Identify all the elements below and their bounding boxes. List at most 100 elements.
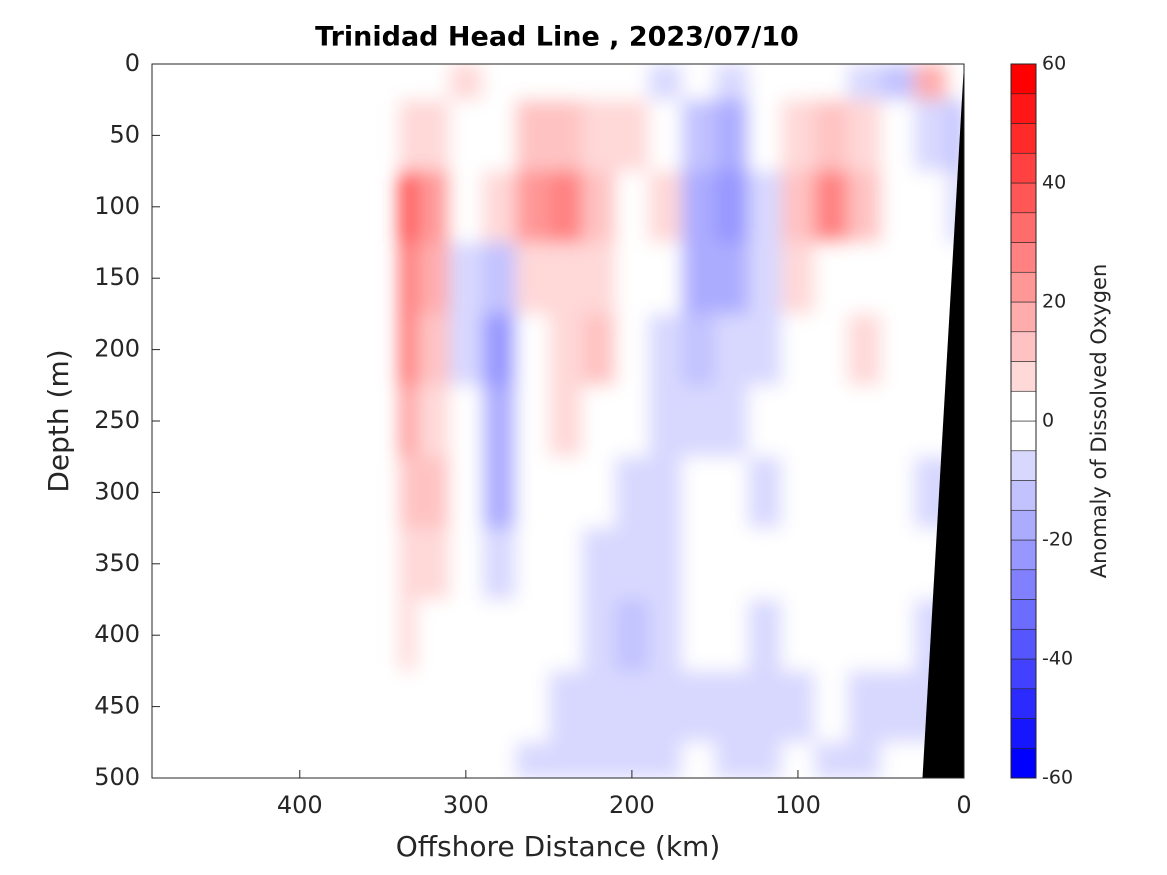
contour-cell [814, 171, 849, 243]
contour-cell [748, 385, 782, 458]
colorbar-tick-label: -40 [1042, 648, 1073, 670]
contour-cell [449, 670, 483, 743]
contour-cell [781, 242, 816, 315]
y-tick-label: 150 [94, 263, 140, 291]
colorbar-band [1010, 718, 1037, 749]
contour-cell [482, 313, 517, 386]
contour-cell [748, 313, 782, 386]
contour-cell [814, 670, 849, 743]
contour-cell [548, 242, 583, 315]
contour-cell [482, 242, 517, 315]
contour-cell [781, 599, 816, 672]
contour-cell [615, 385, 649, 458]
contour-cell [515, 99, 550, 172]
contour-cell [615, 99, 649, 172]
contour-cell [847, 313, 882, 386]
contour-cell [880, 742, 915, 778]
colorbar-band [1010, 152, 1037, 184]
contour-cell [548, 313, 583, 386]
contour-cell [548, 528, 583, 600]
contour-cell [582, 385, 616, 458]
contour-cell [449, 599, 483, 672]
contour-cell [914, 171, 948, 243]
contour-cell [548, 456, 583, 529]
colorbar-band [1010, 480, 1037, 511]
contour-cell [814, 742, 849, 778]
y-tick-label: 250 [94, 406, 140, 434]
contour-cell [814, 64, 849, 101]
contour-cell [399, 528, 417, 600]
contour-cell [648, 528, 683, 600]
contour-cell [880, 456, 915, 529]
contour-cell [714, 528, 749, 600]
contour-cell [880, 670, 915, 743]
contour-cell [847, 385, 882, 458]
contour-cell [582, 64, 616, 101]
contour-cell [482, 64, 517, 101]
contour-cell [681, 171, 716, 243]
contour-cell [416, 64, 450, 101]
contour-cell [714, 99, 749, 172]
contour-cell [615, 171, 649, 243]
colorbar-band [1010, 747, 1037, 779]
contour-cell [582, 99, 616, 172]
colorbar-band [1010, 271, 1037, 303]
contour-cell [416, 528, 450, 600]
colorbar-tick-label: 40 [1042, 172, 1066, 194]
contour-cell [781, 456, 816, 529]
colorbar-tick-label: -60 [1042, 767, 1073, 789]
contour-cell [714, 385, 749, 458]
seafloor [922, 64, 964, 778]
contour-cell [681, 313, 716, 386]
contour-cell [781, 385, 816, 458]
colorbar-band [1010, 212, 1037, 243]
contour-cell [449, 171, 483, 243]
contour-cell [681, 456, 716, 529]
contour-cell [847, 456, 882, 529]
contour-cell [781, 99, 816, 172]
contour-cell [515, 385, 550, 458]
contour-cell [482, 528, 517, 600]
contour-cell [399, 742, 417, 778]
colorbar-band [1010, 658, 1037, 690]
x-tick-label: 100 [775, 791, 821, 819]
y-tick-label: 0 [125, 49, 140, 77]
contour-cell [648, 599, 683, 672]
contour-cell [515, 242, 550, 315]
contour-cell [482, 599, 517, 672]
contour-cell [582, 599, 616, 672]
colorbar-band [1010, 599, 1037, 630]
contour-cell [814, 313, 849, 386]
colorbar-band [1010, 182, 1037, 214]
y-tick-label: 500 [94, 763, 140, 791]
contour-cell [582, 242, 616, 315]
contour-cell [449, 313, 483, 386]
contour-cell [548, 171, 583, 243]
contour-cell [880, 99, 915, 172]
contour-cell [648, 242, 683, 315]
contour-cell [714, 670, 749, 743]
contour-cell [914, 64, 948, 101]
field [399, 64, 964, 778]
contour-cell [482, 742, 517, 778]
contour-cell [548, 670, 583, 743]
contour-cell [515, 742, 550, 778]
contour-cell [914, 313, 948, 386]
contour-cell [482, 456, 517, 529]
contour-cell [748, 64, 782, 101]
contour-cell [781, 528, 816, 600]
contour-cell [681, 599, 716, 672]
contour-cell [416, 385, 450, 458]
contour-cell [449, 385, 483, 458]
contour-cell [399, 242, 417, 315]
colorbar-band [1010, 569, 1037, 600]
contour-cell [582, 313, 616, 386]
contour-cell [449, 528, 483, 600]
contour-cell [515, 171, 550, 243]
contour-cell [681, 742, 716, 778]
colorbar-band [1010, 123, 1037, 154]
contour-cell [781, 670, 816, 743]
x-tick-label: 0 [956, 791, 971, 819]
contour-cell [399, 64, 417, 101]
